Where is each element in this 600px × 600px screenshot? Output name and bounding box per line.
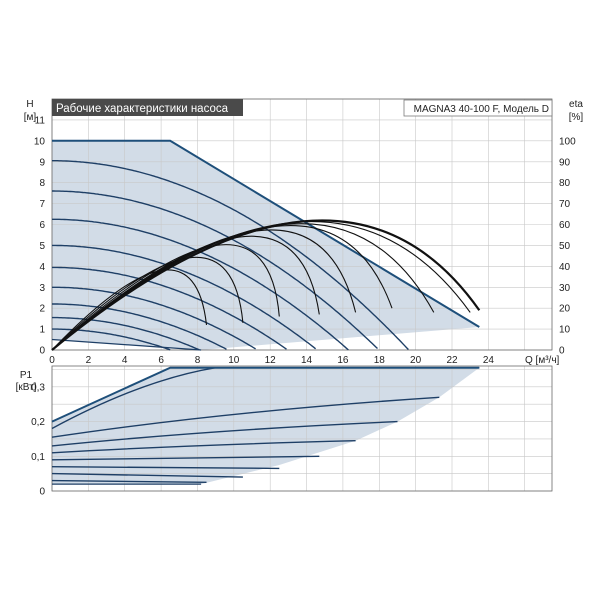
x-tick-label: 8	[195, 355, 201, 366]
power-curve	[51, 479, 207, 483]
efficiency-curve	[51, 235, 320, 351]
power-curve	[51, 466, 280, 470]
y-tick-label: 2	[39, 304, 45, 315]
curve-layer	[51, 139, 481, 485]
top-plot-frame	[51, 98, 553, 351]
x-tick-label: 12	[265, 355, 277, 366]
eta-tick-label: 70	[559, 199, 571, 210]
eta-tick-label: 20	[559, 304, 571, 315]
eta-tick-label: 10	[559, 325, 571, 336]
p1-tick-label: 0,1	[31, 452, 45, 463]
y-tick-label: 11	[35, 115, 46, 126]
x-tick-label: 18	[374, 355, 386, 366]
model-label-box	[403, 99, 553, 117]
y-axis-name-P1: P1	[20, 370, 33, 381]
power-curve	[51, 367, 480, 430]
y-tick-label: 6	[39, 220, 45, 231]
power-curve	[51, 455, 320, 461]
eta-tick-label: 40	[559, 262, 571, 273]
y-tick-label: 8	[39, 178, 45, 189]
x-tick-label: 2	[86, 355, 92, 366]
y-tick-label: 3	[39, 283, 45, 294]
p1-tick-label: 0,2	[31, 417, 45, 428]
y-axis-unit-H: [м]	[24, 112, 37, 123]
y-tick-label: 9	[39, 157, 45, 168]
x-tick-label: 4	[122, 355, 128, 366]
x-tick-label: 20	[410, 355, 422, 366]
head-curve	[52, 244, 317, 350]
p1-tick-label: 0	[39, 487, 45, 498]
head-curve	[52, 286, 256, 350]
model-label: MAGNA3 40-100 F, Модель D	[414, 104, 549, 115]
eta-tick-label: 60	[559, 220, 571, 231]
eta-tick-label: 80	[559, 178, 571, 189]
y-axis-name-H: H	[26, 99, 33, 110]
y-tick-label: 7	[39, 199, 45, 210]
x-tick-label: 22	[446, 355, 458, 366]
x-tick-label: 24	[483, 355, 495, 366]
max-head-curve	[52, 139, 480, 328]
power-curve	[51, 420, 398, 447]
head-curve	[52, 266, 287, 350]
power-curve	[51, 440, 356, 454]
x-tick-label: 14	[301, 355, 313, 366]
y-axis-name-eta: eta	[569, 99, 583, 110]
y-tick-label: 1	[39, 325, 45, 336]
y-tick-label: 0	[39, 346, 45, 357]
head-curve	[52, 303, 227, 350]
y-tick-label: 5	[39, 241, 45, 252]
head-curve	[52, 316, 200, 351]
x-tick-label: 16	[337, 355, 349, 366]
y-axis-unit-eta: [%]	[569, 112, 584, 123]
x-axis-label: Q [м³/ч]	[525, 355, 560, 366]
x-tick-label: 0	[49, 355, 55, 366]
chart-title: Рабочие характеристики насоса	[56, 103, 229, 115]
operating-area-layer	[52, 140, 480, 485]
max-power-curve	[51, 366, 480, 423]
x-tick-label: 10	[228, 355, 240, 366]
eta-tick-label: 0	[559, 346, 565, 357]
eta-tick-label: 50	[559, 241, 571, 252]
y-tick-label: 4	[39, 262, 45, 273]
text-layer: 0 2 4 6 8 10 12 14 16 18 20 22 240123456789101101020…	[31, 115, 576, 497]
eta-tick-label: 100	[559, 136, 576, 147]
p1-tick-label: 0,3	[31, 382, 45, 393]
power-curve	[51, 472, 243, 478]
efficiency-curve	[51, 219, 481, 351]
power-curve	[51, 396, 440, 438]
min-head-curve	[51, 338, 202, 351]
title-background	[52, 99, 243, 116]
eta-tick-label: 90	[559, 157, 571, 168]
y-tick-label: 10	[34, 136, 46, 147]
y-axis-unit-P1: [кВт]	[16, 382, 37, 393]
eta-tick-label: 30	[559, 283, 571, 294]
head-curve	[52, 190, 378, 350]
x-tick-label: 6	[158, 355, 164, 366]
operating-area-bottom	[52, 367, 480, 485]
